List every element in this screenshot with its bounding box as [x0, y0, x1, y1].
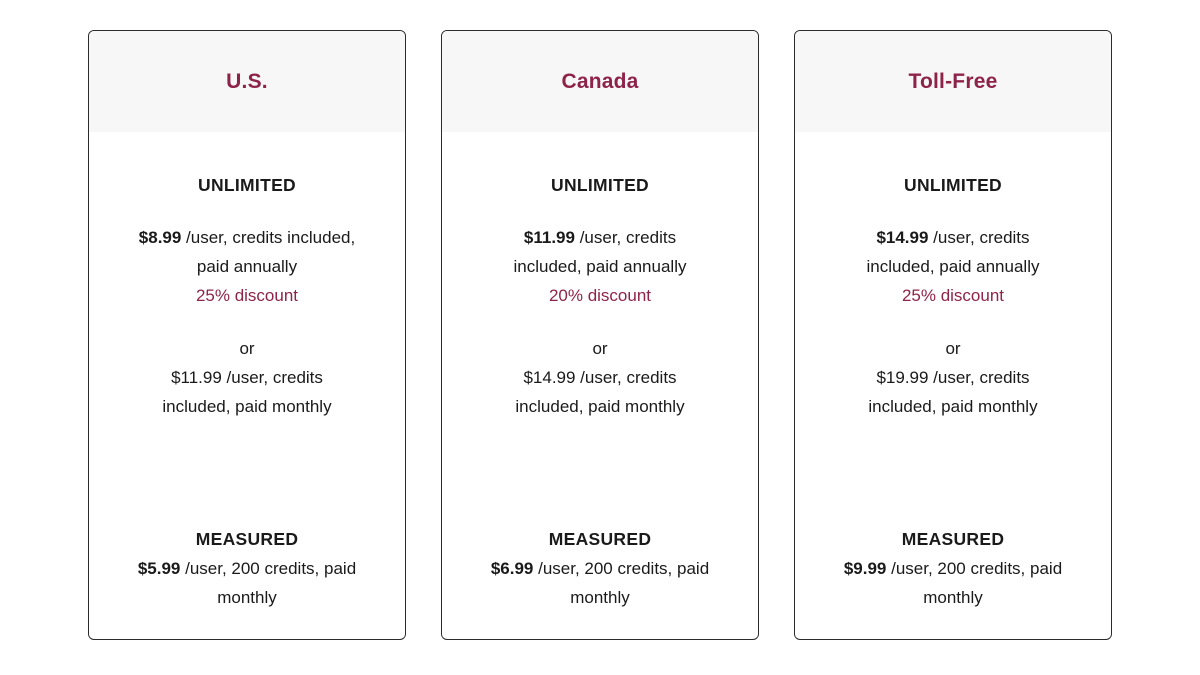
unlimited-annual-price: $8.99 /user, credits included, paid annu…: [123, 223, 371, 310]
card-body-tollfree: UNLIMITED $14.99 /user, credits included…: [795, 171, 1111, 612]
pricing-cards-row: U.S. UNLIMITED $8.99 /user, credits incl…: [88, 30, 1112, 640]
measured-price-amount: $5.99: [137, 559, 181, 578]
measured-price: $5.99 /user, 200 credits, paid monthly: [123, 554, 371, 612]
card-title-us: U.S.: [226, 69, 268, 93]
unlimited-label: UNLIMITED: [551, 175, 649, 195]
discount-text: 25% discount: [195, 286, 299, 305]
card-header-canada: Canada: [442, 31, 758, 132]
measured-price-amount: $6.99: [490, 559, 534, 578]
unlimited-label: UNLIMITED: [198, 175, 296, 195]
annual-price-text: /user, credits included, paid annually: [866, 228, 1040, 276]
or-text: or: [239, 339, 255, 358]
pricing-card-tollfree: Toll-Free UNLIMITED $14.99 /user, credit…: [794, 30, 1112, 640]
annual-price-amount: $8.99: [138, 228, 182, 247]
unlimited-monthly-price: $11.99 /user, credits included, paid mon…: [162, 368, 332, 416]
unlimited-annual-price: $11.99 /user, credits included, paid ann…: [476, 223, 724, 310]
measured-price: $6.99 /user, 200 credits, paid monthly: [476, 554, 724, 612]
card-body-us: UNLIMITED $8.99 /user, credits included,…: [89, 171, 405, 612]
annual-price-amount: $11.99: [523, 228, 575, 247]
or-text: or: [592, 339, 608, 358]
pricing-card-us: U.S. UNLIMITED $8.99 /user, credits incl…: [88, 30, 406, 640]
card-header-us: U.S.: [89, 31, 405, 132]
measured-price-text: /user, 200 credits, paid monthly: [538, 559, 710, 607]
card-title-tollfree: Toll-Free: [908, 69, 998, 93]
discount-text: 25% discount: [901, 286, 1005, 305]
annual-price-amount: $14.99: [876, 228, 929, 247]
measured-price-text: /user, 200 credits, paid monthly: [891, 559, 1063, 607]
card-title-canada: Canada: [561, 69, 639, 93]
measured-price-amount: $9.99: [843, 559, 887, 578]
unlimited-annual-price: $14.99 /user, credits included, paid ann…: [829, 223, 1077, 310]
measured-price: $9.99 /user, 200 credits, paid monthly: [829, 554, 1077, 612]
annual-price-text: /user, credits included, paid annually: [186, 228, 356, 276]
measured-label: MEASURED: [548, 529, 652, 549]
annual-price-text: /user, credits included, paid annually: [513, 228, 687, 276]
discount-text: 20% discount: [548, 286, 652, 305]
card-header-tollfree: Toll-Free: [795, 31, 1111, 132]
card-body-canada: UNLIMITED $11.99 /user, credits included…: [442, 171, 758, 612]
measured-label: MEASURED: [901, 529, 1005, 549]
measured-label: MEASURED: [195, 529, 299, 549]
pricing-card-canada: Canada UNLIMITED $11.99 /user, credits i…: [441, 30, 759, 640]
measured-price-text: /user, 200 credits, paid monthly: [185, 559, 357, 607]
unlimited-label: UNLIMITED: [904, 175, 1002, 195]
unlimited-monthly-price: $14.99 /user, credits included, paid mon…: [515, 368, 685, 416]
or-text: or: [945, 339, 961, 358]
unlimited-monthly-price: $19.99 /user, credits included, paid mon…: [868, 368, 1038, 416]
